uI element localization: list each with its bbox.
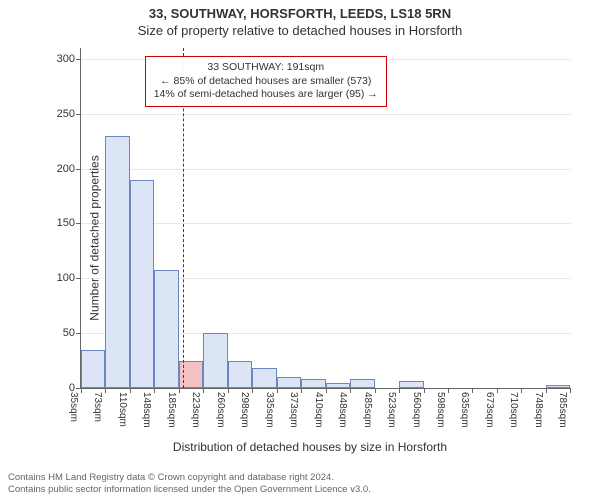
histogram-bar <box>252 368 276 388</box>
histogram-bar <box>105 136 129 388</box>
xtick-mark <box>424 388 425 393</box>
xtick-mark <box>203 388 204 393</box>
xtick-mark <box>154 388 155 393</box>
chart-title-block: 33, SOUTHWAY, HORSFORTH, LEEDS, LS18 5RN… <box>0 0 600 38</box>
footer-attribution: Contains HM Land Registry data © Crown c… <box>8 472 371 496</box>
xtick-mark <box>105 388 106 393</box>
ytick-label: 50 <box>63 327 81 339</box>
histogram-bar <box>350 379 374 388</box>
xtick-label: 148sqm <box>141 392 152 428</box>
xtick-label: 598sqm <box>435 392 446 428</box>
histogram-bar <box>326 383 350 388</box>
xtick-mark <box>399 388 400 393</box>
gridline-h <box>81 114 571 115</box>
xtick-label: 373sqm <box>288 392 299 428</box>
xtick-label: 73sqm <box>92 392 103 422</box>
xtick-mark <box>326 388 327 393</box>
xtick-mark <box>130 388 131 393</box>
xtick-label: 635sqm <box>459 392 470 428</box>
xtick-label: 560sqm <box>411 392 422 428</box>
xtick-label: 785sqm <box>557 392 568 428</box>
xtick-mark <box>521 388 522 393</box>
xtick-label: 410sqm <box>313 392 324 428</box>
xtick-mark <box>277 388 278 393</box>
chart-title-line1: 33, SOUTHWAY, HORSFORTH, LEEDS, LS18 5RN <box>0 6 600 21</box>
xtick-label: 223sqm <box>190 392 201 428</box>
xtick-label: 748sqm <box>533 392 544 428</box>
xtick-mark <box>350 388 351 393</box>
xtick-label: 35sqm <box>68 392 79 422</box>
x-axis-title: Distribution of detached houses by size … <box>173 440 447 454</box>
plot-area: 05010015020025030035sqm73sqm110sqm148sqm… <box>80 48 571 389</box>
xtick-mark <box>179 388 180 393</box>
xtick-mark <box>546 388 547 393</box>
annotation-line2: ← 85% of detached houses are smaller (57… <box>154 75 378 89</box>
histogram-bar <box>130 180 154 388</box>
histogram-bar <box>546 385 570 388</box>
xtick-mark <box>375 388 376 393</box>
histogram-bar <box>399 381 423 388</box>
histogram-bar <box>154 270 178 388</box>
xtick-mark <box>448 388 449 393</box>
xtick-mark <box>570 388 571 393</box>
ytick-label: 150 <box>57 217 81 229</box>
xtick-mark <box>472 388 473 393</box>
histogram-bar <box>301 379 325 388</box>
xtick-label: 710sqm <box>508 392 519 428</box>
xtick-label: 523sqm <box>386 392 397 428</box>
histogram-bar <box>277 377 301 388</box>
footer-line2: Contains public sector information licen… <box>8 484 371 496</box>
xtick-label: 485sqm <box>362 392 373 428</box>
xtick-label: 335sqm <box>264 392 275 428</box>
xtick-mark <box>497 388 498 393</box>
chart-container: Number of detached properties 0501001502… <box>50 48 570 428</box>
annotation-line3: 14% of semi-detached houses are larger (… <box>154 88 378 102</box>
ytick-label: 200 <box>57 163 81 175</box>
xtick-label: 185sqm <box>166 392 177 428</box>
xtick-label: 298sqm <box>239 392 250 428</box>
xtick-mark <box>252 388 253 393</box>
annotation-box: 33 SOUTHWAY: 191sqm← 85% of detached hou… <box>145 56 387 107</box>
histogram-bar <box>228 361 252 388</box>
xtick-mark <box>228 388 229 393</box>
xtick-mark <box>301 388 302 393</box>
xtick-label: 448sqm <box>337 392 348 428</box>
footer-line1: Contains HM Land Registry data © Crown c… <box>8 472 371 484</box>
chart-title-line2: Size of property relative to detached ho… <box>0 23 600 38</box>
histogram-bar <box>203 333 227 388</box>
gridline-h <box>81 169 571 170</box>
xtick-label: 260sqm <box>215 392 226 428</box>
ytick-label: 100 <box>57 272 81 284</box>
ytick-label: 250 <box>57 108 81 120</box>
xtick-label: 110sqm <box>117 392 128 427</box>
gridline-h <box>81 223 571 224</box>
ytick-label: 300 <box>57 53 81 65</box>
annotation-line1: 33 SOUTHWAY: 191sqm <box>154 61 378 75</box>
xtick-mark <box>81 388 82 393</box>
histogram-bar <box>81 350 105 388</box>
xtick-label: 673sqm <box>484 392 495 428</box>
